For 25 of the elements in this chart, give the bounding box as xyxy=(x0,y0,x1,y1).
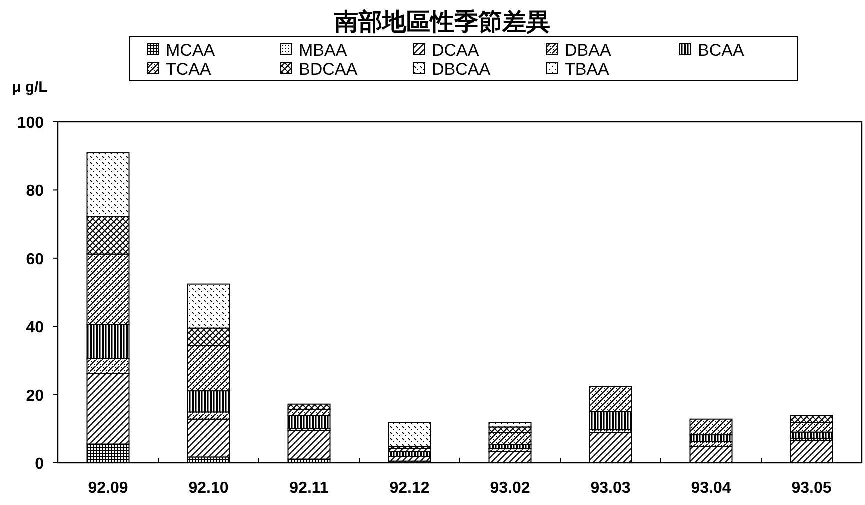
x-tick-label: 92.10 xyxy=(188,480,229,497)
x-tick-label: 92.11 xyxy=(290,480,329,497)
x-tick-label: 93.03 xyxy=(590,480,631,497)
x-tick-label: 93.05 xyxy=(792,480,832,497)
chart-title: 南部地區性季節差異 xyxy=(334,9,550,36)
x-tick-label: 92.12 xyxy=(390,480,430,497)
y-tick-label: 20 xyxy=(26,388,44,405)
legend-label: BCAA xyxy=(698,41,745,60)
legend-label: TCAA xyxy=(166,60,212,79)
y-tick-label: 40 xyxy=(26,320,44,337)
y-axis-title: μ g/L xyxy=(12,79,48,96)
legend-label: DBAA xyxy=(565,41,612,60)
y-tick-label: 80 xyxy=(26,183,44,200)
legend-label: MCAA xyxy=(166,41,216,60)
y-tick-label: 0 xyxy=(35,456,44,473)
y-tick-label: 100 xyxy=(17,115,44,132)
legend-label: TBAA xyxy=(565,60,610,79)
legend-label: DBCAA xyxy=(432,60,492,79)
legend-label: MBAA xyxy=(299,41,348,60)
legend-label: DCAA xyxy=(432,41,480,60)
x-tick-label: 93.02 xyxy=(490,480,530,497)
legend-label: BDCAA xyxy=(299,60,358,79)
x-tick-label: 93.04 xyxy=(691,480,732,497)
y-tick-label: 60 xyxy=(26,251,44,268)
x-tick-label: 92.09 xyxy=(88,480,128,497)
